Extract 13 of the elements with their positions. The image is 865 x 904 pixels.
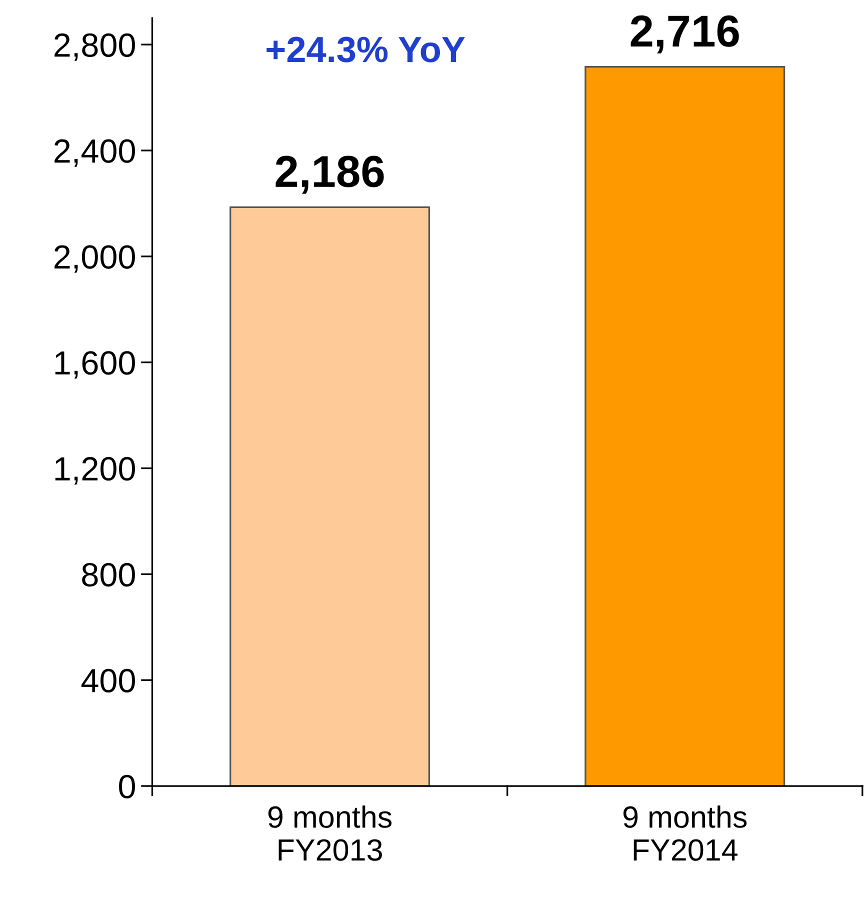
y-tick-label: 2,800 [54, 33, 135, 61]
y-tick-label: 2,000 [54, 245, 135, 273]
data-label: 2,186 [276, 156, 384, 194]
y-tick-label: 800 [82, 562, 135, 587]
annotation: +24.3% YoY [266, 36, 465, 62]
data-label: 2,716 [630, 15, 739, 54]
y-tick-label: 2,400 [54, 139, 135, 167]
y-tick-label: 400 [81, 668, 135, 693]
y-tick-label: 1,600 [55, 351, 135, 379]
y-tick-label: 1,200 [55, 457, 135, 485]
y-tick-label: 0 [119, 774, 135, 798]
x-tick-label: 9 months FY2014 [623, 805, 747, 861]
x-tick-label: 9 months FY2013 [268, 805, 392, 861]
